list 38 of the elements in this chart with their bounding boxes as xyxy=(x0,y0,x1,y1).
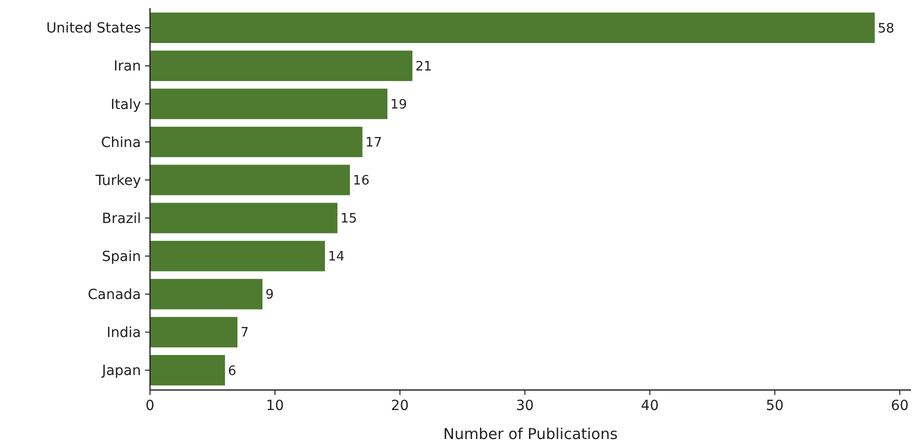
y-tick-label: Iran xyxy=(114,58,141,75)
bar xyxy=(150,354,225,386)
bar xyxy=(150,316,238,348)
bar xyxy=(150,164,350,196)
x-tick-label: 60 xyxy=(890,398,909,414)
data-label: 16 xyxy=(352,174,370,189)
data-label: 14 xyxy=(328,250,344,265)
bar xyxy=(150,240,325,272)
x-tick-label: 20 xyxy=(391,398,409,414)
data-label: 19 xyxy=(390,97,407,112)
x-tick-label: 40 xyxy=(640,398,659,414)
y-tick-label: India xyxy=(106,325,141,342)
bar xyxy=(150,278,262,310)
data-label: 15 xyxy=(340,212,357,227)
y-tick-label: China xyxy=(101,134,141,151)
data-label: 21 xyxy=(415,59,432,74)
data-label: 7 xyxy=(240,326,249,341)
y-tick-label: Italy xyxy=(110,96,141,113)
y-tick-label: Brazil xyxy=(102,210,141,227)
x-tick-label: 0 xyxy=(146,398,154,414)
y-tick-label: Canada xyxy=(88,287,141,304)
bar xyxy=(150,202,338,234)
y-tick-label: United States xyxy=(46,20,141,37)
data-label: 9 xyxy=(265,288,274,303)
data-label: 17 xyxy=(365,135,382,150)
bar xyxy=(150,12,875,44)
bar xyxy=(150,88,388,120)
y-tick-label: Spain xyxy=(102,248,141,265)
x-axis-title: Number of Publications xyxy=(443,425,618,443)
x-tick-label: 10 xyxy=(266,398,284,414)
data-label: 6 xyxy=(228,364,236,379)
bar xyxy=(150,50,412,82)
y-tick-label: Japan xyxy=(100,363,141,380)
data-label: 58 xyxy=(878,21,894,36)
y-tick-label: Turkey xyxy=(94,172,141,189)
bar xyxy=(150,126,362,158)
x-tick-label: 30 xyxy=(516,398,534,414)
x-tick-label: 50 xyxy=(766,398,784,414)
